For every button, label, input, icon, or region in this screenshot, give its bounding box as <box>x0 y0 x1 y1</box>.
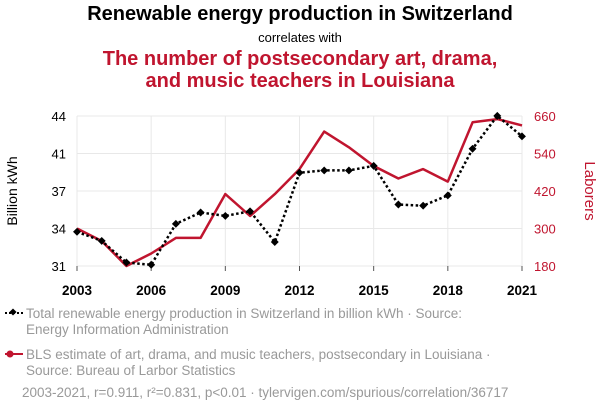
legend-energy-line1: Total renewable energy production in Swi… <box>26 306 462 321</box>
legend-swatch-teachers <box>5 350 23 358</box>
data-point-energy <box>320 166 329 175</box>
chart-subtitle: correlates with <box>258 30 342 45</box>
data-point-energy <box>518 132 526 141</box>
x-axis-tick-label: 2006 <box>136 283 167 298</box>
data-point-energy <box>171 219 180 228</box>
data-point-energy <box>147 260 156 269</box>
left-axis-tick-label: 31 <box>52 259 66 274</box>
data-point-energy <box>196 208 205 217</box>
left-axis-label: Billion kWh <box>4 156 20 225</box>
left-axis-tick-label: 44 <box>52 109 66 124</box>
x-axis-tick-label: 2003 <box>62 283 93 298</box>
data-point-energy <box>97 236 106 245</box>
right-axis-tick-label: 420 <box>534 184 556 199</box>
chart-title-secondary-line1: The number of postsecondary art, drama, <box>102 48 498 70</box>
data-point-energy <box>344 166 353 175</box>
chart-title: Renewable energy production in Switzerla… <box>87 3 513 25</box>
right-axis-label: Laborers <box>581 161 598 220</box>
left-axis-tick-label: 37 <box>52 184 66 199</box>
data-point-energy <box>394 200 403 209</box>
data-point-energy <box>443 191 452 200</box>
x-axis-tick-label: 2015 <box>359 283 390 298</box>
right-axis-tick-label: 540 <box>534 147 556 162</box>
legend-swatch-energy <box>5 308 23 316</box>
legend-teachers-line1: BLS estimate of art, drama, and music te… <box>26 347 491 362</box>
chart-title-secondary: The number of postsecondary art, drama, … <box>0 48 600 92</box>
legend-energy-line2: Energy Information Administration <box>26 322 229 337</box>
data-point-energy <box>270 238 279 246</box>
x-axis-tick-label: 2009 <box>210 283 240 298</box>
data-point-energy <box>369 161 378 170</box>
right-axis-tick-label: 180 <box>534 259 556 274</box>
data-point-energy <box>419 201 428 210</box>
left-axis-tick-label: 34 <box>52 222 66 237</box>
right-axis-tick-label: 300 <box>534 222 556 237</box>
legend-teachers-line2: Source: Bureau of Larbor Statistics <box>26 363 236 378</box>
footer-stats: 2003-2021, r=0.911, r²=0.831, p<0.01 · t… <box>22 385 509 400</box>
data-point-energy <box>246 207 254 216</box>
x-axis-tick-label: 2012 <box>284 283 314 298</box>
right-axis-tick-label: 660 <box>534 109 556 124</box>
data-point-energy <box>493 111 502 120</box>
x-axis-tick-label: 2018 <box>433 283 464 298</box>
data-point-energy <box>221 211 230 220</box>
left-axis-tick-label: 41 <box>52 147 66 162</box>
chart-title-secondary-line2: and music teachers in Louisiana <box>145 70 455 92</box>
x-axis-tick-label: 2021 <box>507 283 538 298</box>
data-point-energy <box>295 168 304 177</box>
